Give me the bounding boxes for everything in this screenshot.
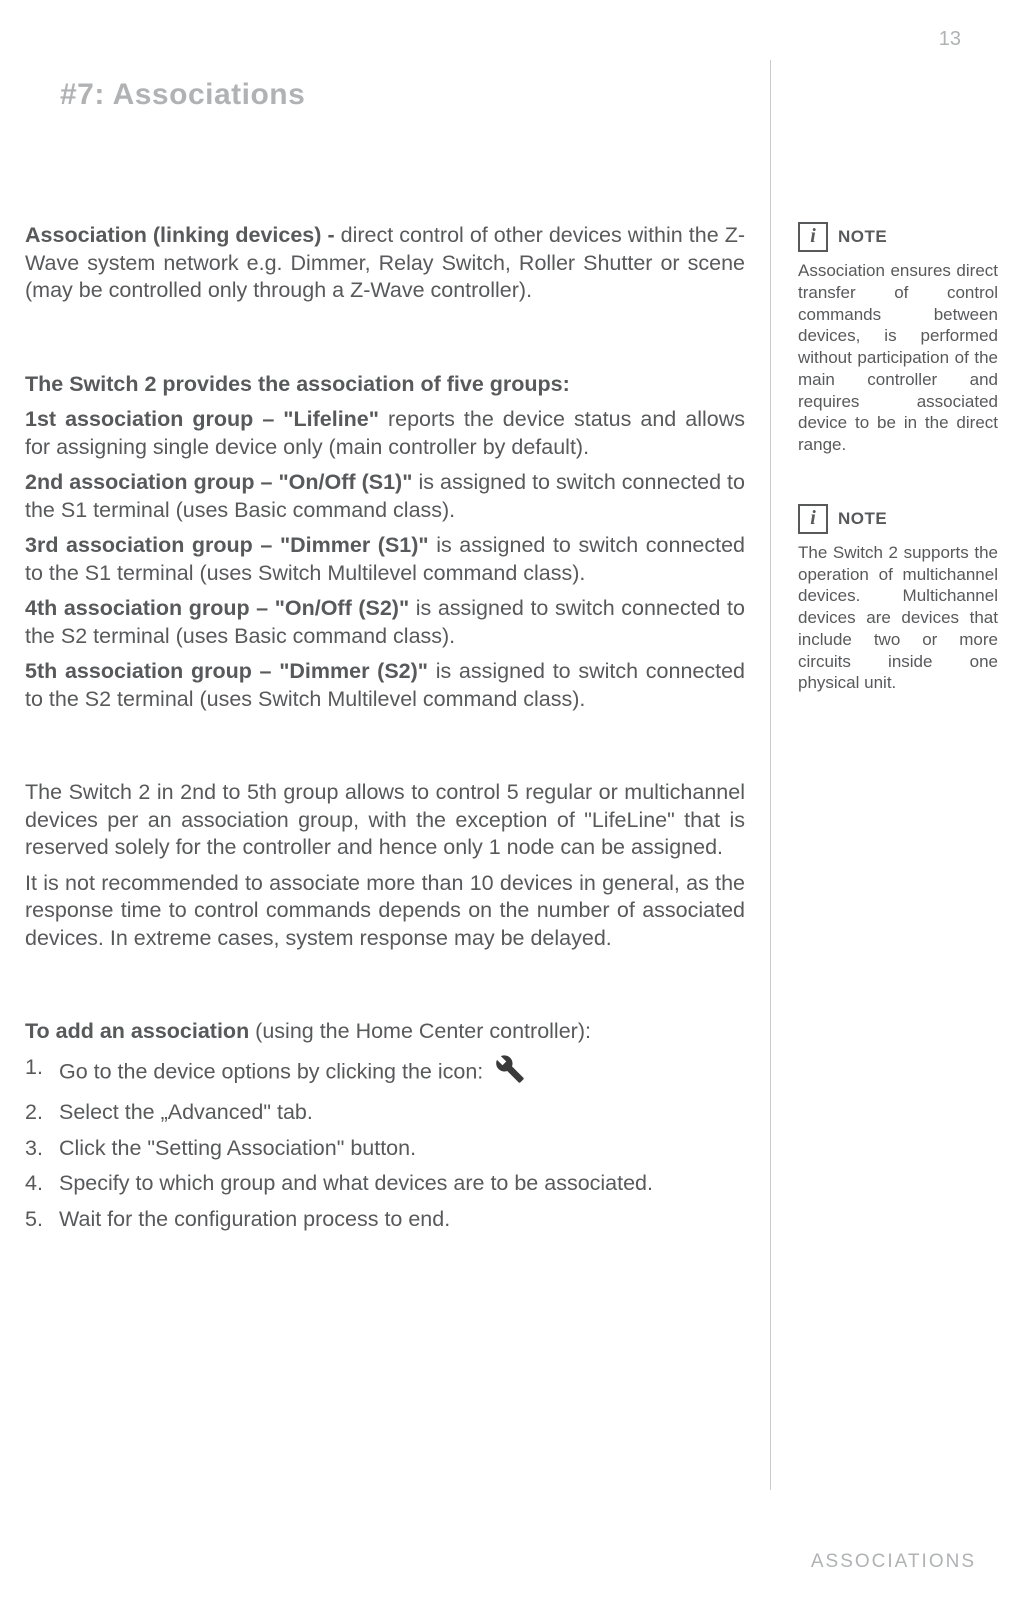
groups-heading: The Switch 2 provides the association of… <box>25 371 745 399</box>
intro-paragraph: Association (linking devices) - direct c… <box>25 222 745 305</box>
group-4-bold: 4th association group – "On/Off (S2)" <box>25 596 416 620</box>
section-title: #7: Associations <box>60 78 305 112</box>
step-text: Specify to which group and what devices … <box>59 1170 653 1198</box>
note-label: NOTE <box>838 226 887 248</box>
footer-label: ASSOCIATIONS <box>811 1551 976 1573</box>
add-rest: (using the Home Center controller): <box>255 1019 591 1043</box>
body-paragraph-1: The Switch 2 in 2nd to 5th group allows … <box>25 779 745 862</box>
step-number: 2. <box>25 1099 59 1127</box>
step-number: 1. <box>25 1054 59 1092</box>
step-item: 4. Specify to which group and what devic… <box>25 1170 745 1198</box>
note-heading: i NOTE <box>798 222 998 252</box>
info-icon: i <box>798 504 828 534</box>
add-bold: To add an association <box>25 1019 255 1043</box>
group-5-bold: 5th association group – "Dimmer (S2)" <box>25 659 436 683</box>
group-1: 1st association group – "Lifeline" repor… <box>25 406 745 461</box>
step-text: Go to the device options by clicking the… <box>59 1059 483 1083</box>
side-column: i NOTE Association ensures direct transf… <box>798 222 998 742</box>
step-item: 2. Select the „Advanced" tab. <box>25 1099 745 1127</box>
step-number: 3. <box>25 1135 59 1163</box>
step-item: 1. Go to the device options by clicking … <box>25 1054 745 1092</box>
steps-list: 1. Go to the device options by clicking … <box>25 1054 745 1234</box>
group-4: 4th association group – "On/Off (S2)" is… <box>25 595 745 650</box>
vertical-divider <box>770 60 771 1490</box>
main-column: Association (linking devices) - direct c… <box>25 222 745 1241</box>
note-heading: i NOTE <box>798 504 998 534</box>
note-body-1: Association ensures direct transfer of c… <box>798 260 998 456</box>
wrench-icon <box>495 1054 525 1092</box>
add-association-head: To add an association (using the Home Ce… <box>25 1018 745 1046</box>
group-2: 2nd association group – "On/Off (S1)" is… <box>25 469 745 524</box>
group-3: 3rd association group – "Dimmer (S1)" is… <box>25 532 745 587</box>
step-number: 5. <box>25 1206 59 1234</box>
step-number: 4. <box>25 1170 59 1198</box>
intro-bold: Association (linking devices) - <box>25 223 341 247</box>
step-text: Select the „Advanced" tab. <box>59 1099 313 1127</box>
step-item: 5. Wait for the configuration process to… <box>25 1206 745 1234</box>
note-label: NOTE <box>838 508 887 530</box>
step-item: 3. Click the "Setting Association" butto… <box>25 1135 745 1163</box>
note-body-2: The Switch 2 supports the operation of m… <box>798 542 998 694</box>
group-3-bold: 3rd association group – "Dimmer (S1)" <box>25 533 436 557</box>
step-text: Click the "Setting Association" button. <box>59 1135 416 1163</box>
group-1-bold: 1st association group – "Lifeline" <box>25 407 388 431</box>
group-2-bold: 2nd association group – "On/Off (S1)" <box>25 470 418 494</box>
page-number: 13 <box>939 28 961 51</box>
info-icon: i <box>798 222 828 252</box>
body-paragraph-2: It is not recommended to associate more … <box>25 870 745 953</box>
group-5: 5th association group – "Dimmer (S2)" is… <box>25 658 745 713</box>
step-text: Wait for the configuration process to en… <box>59 1206 450 1234</box>
